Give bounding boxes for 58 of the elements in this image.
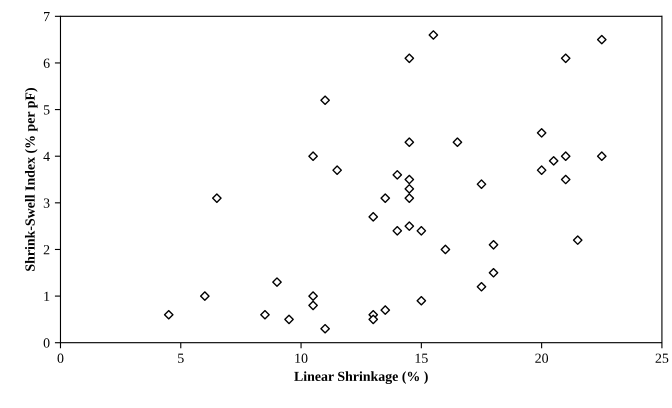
- point: [404, 184, 414, 194]
- point: [380, 193, 390, 204]
- point: [392, 170, 402, 180]
- point: [596, 151, 607, 162]
- point: [560, 53, 571, 64]
- y-tick-label: 0: [44, 338, 50, 348]
- x-tick-label: 5: [178, 354, 184, 363]
- point: [320, 324, 330, 334]
- y-tick-label: 6: [44, 58, 50, 68]
- x-tick-label: 20: [535, 354, 548, 363]
- point: [488, 240, 498, 250]
- point: [320, 95, 330, 106]
- point: [308, 151, 318, 162]
- point: [452, 137, 462, 148]
- x-tick-label: 15: [416, 354, 428, 363]
- point: [596, 34, 607, 44]
- point: [404, 53, 414, 64]
- point: [488, 268, 498, 278]
- y-tick-label: 5: [44, 105, 50, 115]
- point: [404, 174, 414, 184]
- point: [308, 291, 318, 301]
- point: [404, 137, 414, 148]
- point: [284, 314, 294, 324]
- point: [440, 244, 450, 254]
- point: [308, 300, 318, 310]
- point: [572, 235, 583, 245]
- point: [416, 226, 426, 236]
- point: [404, 221, 414, 232]
- point: [260, 310, 270, 320]
- point: [332, 165, 342, 176]
- point: [368, 212, 378, 222]
- point: [392, 226, 402, 236]
- point: [536, 128, 546, 138]
- x-axis-title: Linear Shrinkage (% ): [294, 371, 428, 384]
- point: [164, 310, 174, 320]
- y-tick-label: 7: [44, 12, 50, 22]
- y-tick-label: 4: [43, 152, 50, 162]
- point: [404, 193, 414, 204]
- point: [380, 305, 390, 315]
- point: [560, 174, 571, 184]
- y-tick-label: 1: [44, 292, 50, 301]
- point: [200, 291, 210, 301]
- point: [272, 277, 282, 287]
- y-tick-label: 2: [44, 245, 50, 254]
- x-tick-label: 10: [295, 354, 308, 363]
- y-tick-label: 3: [44, 198, 50, 208]
- x-tick-label: 25: [656, 354, 668, 363]
- point: [536, 165, 546, 176]
- point: [428, 30, 438, 40]
- point: [476, 179, 486, 190]
- y-axis-title: Shrink-Swell Index (% per pF): [24, 88, 38, 271]
- x-tick-label: 0: [58, 354, 64, 363]
- point: [560, 151, 571, 162]
- point: [476, 282, 486, 292]
- point: [212, 193, 222, 204]
- point: [368, 314, 378, 324]
- point: [416, 296, 426, 306]
- point: [548, 156, 559, 166]
